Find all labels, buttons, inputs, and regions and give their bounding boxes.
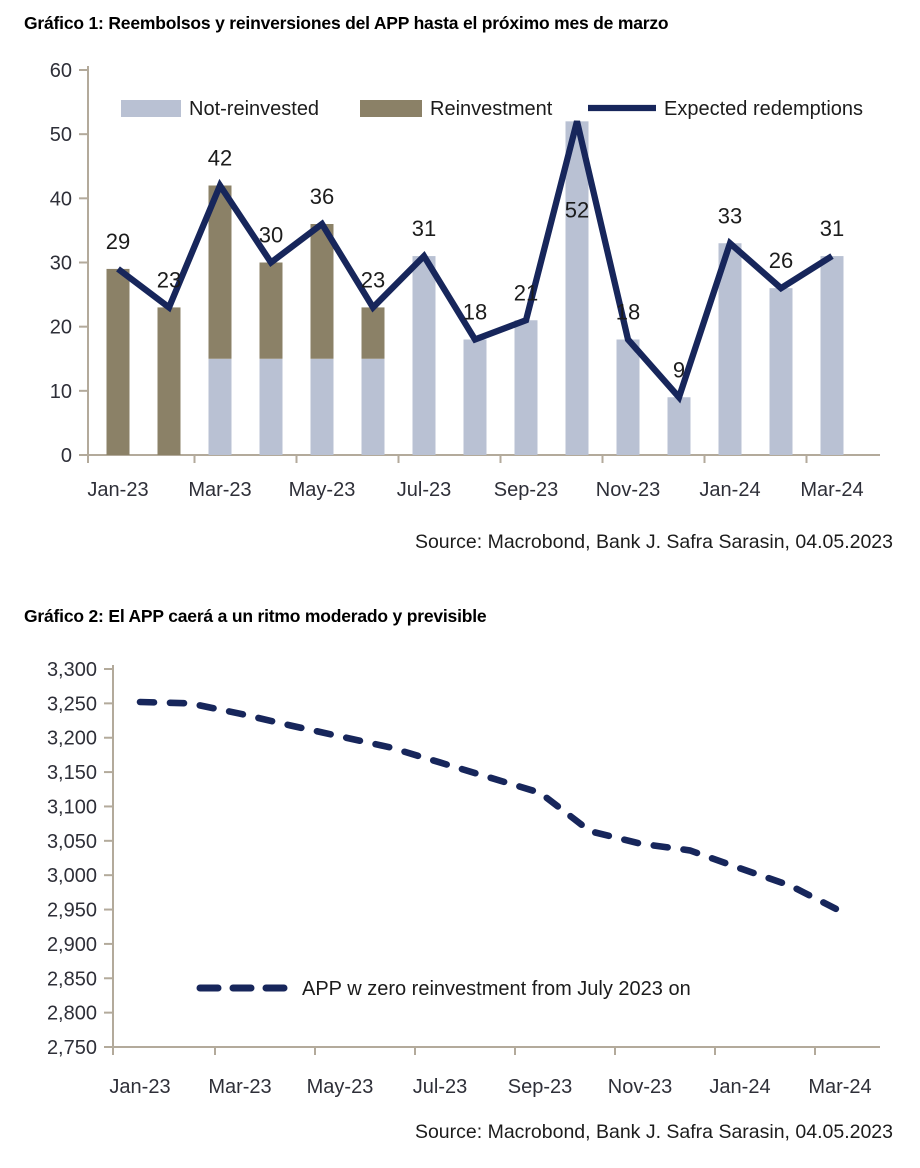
y-tick-label: 50	[50, 124, 72, 146]
series-line-expected-redemptions	[116, 120, 834, 404]
y-tick-label: 2,750	[47, 1037, 97, 1059]
x-axis-label: Nov-23	[608, 1076, 672, 1098]
data-label: 52	[565, 197, 589, 222]
data-labels: 29 23 42 30 36 23 31 18 21 52 18 9 33 26 31	[106, 146, 844, 383]
data-label: 18	[463, 300, 487, 325]
x-axis-label: Jan-24	[709, 1076, 770, 1098]
bar-series-not-reinvested	[208, 121, 844, 455]
x-axis-labels: Jan-23 Mar-23 May-23 Jul-23 Sep-23 Nov-23 Jan-…	[109, 1076, 871, 1098]
y-tick-label: 2,850	[47, 968, 97, 990]
bar	[820, 256, 844, 455]
legend-label: APP w zero reinvestment from July 2023 o…	[302, 978, 691, 1000]
x-axis-ticks	[87, 455, 808, 463]
x-axis-label: Mar-23	[208, 1076, 271, 1098]
y-tick-label: 2,900	[47, 934, 97, 956]
y-tick-label: 3,250	[47, 693, 97, 715]
y-tick-label: 40	[50, 188, 72, 210]
data-label: 36	[310, 184, 334, 209]
bar	[310, 358, 334, 455]
legend: Not-reinvested Reinvestment Expected redem…	[121, 98, 863, 120]
bar	[361, 358, 385, 455]
legend-label: Not-reinvested	[189, 98, 319, 120]
data-label: 29	[106, 229, 130, 254]
x-axis-ticks	[112, 1047, 816, 1055]
bar	[667, 397, 691, 455]
series-line-app-w-zero-reinvestment-from-july-2023-on	[136, 698, 844, 915]
chart2-source: Source: Macrobond, Bank J. Safra Sarasin…	[414, 1121, 893, 1143]
x-axis-label: Sep-23	[494, 479, 559, 501]
bar	[514, 320, 538, 455]
bar-series-reinvestment	[106, 185, 385, 455]
legend-swatch-reinvestment	[360, 100, 422, 117]
y-tick-label: 3,300	[47, 659, 97, 681]
y-axis-ticks: 2,750 2,800 2,850 2,900 2,950 3,000 3,050 3,100…	[47, 659, 113, 1059]
x-axis-labels: Jan-23 Mar-23 May-23 Jul-23 Sep-23 Nov-23 Jan-…	[87, 479, 863, 501]
chart1-title: Gráfico 1: Reembolsos y reinversiones de…	[24, 13, 669, 33]
data-label: 18	[616, 300, 640, 325]
x-axis-label: Sep-23	[508, 1076, 573, 1098]
x-axis-label: Mar-24	[800, 479, 863, 501]
data-label: 31	[412, 216, 436, 241]
x-axis-label: Jan-24	[699, 479, 760, 501]
data-label: 21	[514, 280, 538, 305]
bar	[616, 339, 640, 455]
chart2-title: Gráfico 2: El APP caerá a un ritmo moder…	[24, 606, 487, 626]
y-tick-label: 2,800	[47, 1003, 97, 1025]
x-axis-label: Jul-23	[397, 479, 451, 501]
chart1-source: Source: Macrobond, Bank J. Safra Sarasin…	[414, 531, 893, 553]
x-axis-label: Jan-23	[109, 1076, 170, 1098]
data-label: 23	[361, 267, 385, 292]
legend-label: Reinvestment	[430, 98, 553, 120]
bar	[565, 121, 589, 455]
data-label: 9	[673, 357, 685, 382]
bar	[718, 243, 742, 455]
legend-label: Expected redemptions	[664, 98, 863, 120]
bar	[157, 307, 181, 455]
chart2-canvas: 2,750 2,800 2,850 2,900 2,950 3,000 3,050 3,100…	[47, 659, 880, 1098]
data-label: 30	[259, 223, 283, 248]
y-tick-label: 10	[50, 381, 72, 403]
legend-swatch-not-reinvested	[121, 100, 181, 117]
data-label: 31	[820, 216, 844, 241]
data-label: 23	[157, 267, 181, 292]
x-axis-label: Jul-23	[413, 1076, 467, 1098]
y-tick-label: 3,050	[47, 831, 97, 853]
bar	[361, 307, 385, 359]
bar	[208, 358, 232, 455]
data-label: 42	[208, 146, 232, 171]
x-axis-label: Nov-23	[596, 479, 660, 501]
y-tick-label: 3,200	[47, 728, 97, 750]
x-axis-label: May-23	[307, 1076, 374, 1098]
bar	[106, 268, 130, 455]
x-axis-label: May-23	[289, 479, 356, 501]
bar	[412, 256, 436, 455]
y-tick-label: 60	[50, 60, 72, 82]
x-axis-label: Mar-23	[188, 479, 251, 501]
y-tick-label: 2,950	[47, 900, 97, 922]
bar	[259, 262, 283, 359]
bar	[463, 339, 487, 455]
x-axis-label: Mar-24	[808, 1076, 871, 1098]
y-tick-label: 3,150	[47, 762, 97, 784]
y-tick-label: 20	[50, 317, 72, 339]
y-tick-label: 0	[61, 445, 72, 467]
data-label: 26	[769, 248, 793, 273]
y-tick-label: 3,000	[47, 865, 97, 887]
data-label: 33	[718, 203, 742, 228]
x-axis-label: Jan-23	[87, 479, 148, 501]
legend: APP w zero reinvestment from July 2023 o…	[196, 978, 691, 1000]
y-axis-ticks: 0 10 20 30 40 50 60	[50, 60, 88, 467]
bar	[208, 185, 232, 359]
y-tick-label: 3,100	[47, 796, 97, 818]
bar	[259, 358, 283, 455]
bar	[310, 224, 334, 359]
bar	[769, 288, 793, 455]
y-tick-label: 30	[50, 253, 72, 275]
chart1-canvas: 0 10 20 30 40 50 60 Jan-23 Mar-23 May-23 Jul-23 Sep…	[50, 60, 880, 501]
